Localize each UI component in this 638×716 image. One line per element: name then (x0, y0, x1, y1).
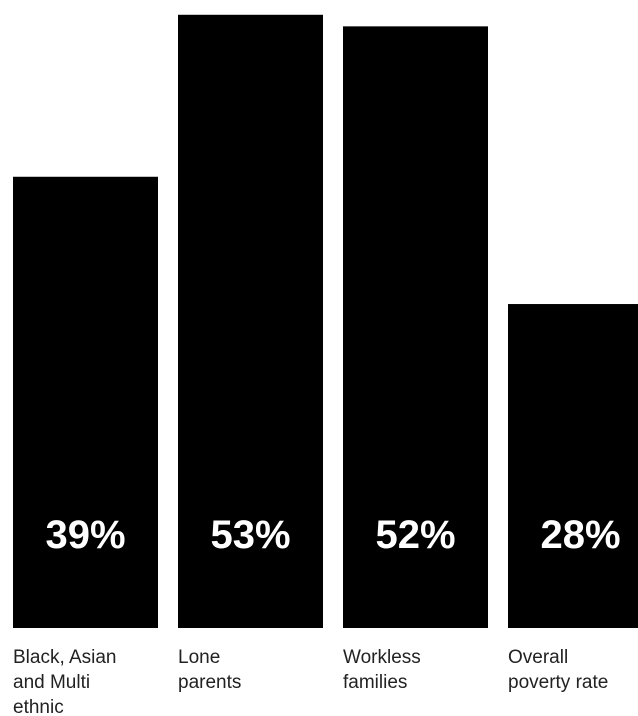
category-label-3: Overall poverty rate (508, 647, 608, 693)
bar-3 (508, 304, 638, 628)
bar-value-label-2: 52% (375, 513, 455, 557)
category-label-line: and Multi (13, 672, 90, 693)
bar-1 (178, 14, 323, 629)
category-label-2: Workless families (343, 647, 421, 693)
category-label-line: parents (178, 672, 241, 693)
category-label-line: Workless (343, 647, 421, 668)
category-label-line: poverty rate (508, 672, 608, 693)
category-label-line: Black, Asian (13, 647, 117, 668)
bar-value-label-3: 28% (540, 513, 620, 557)
category-label-0: Black, Asian and Multi ethnic (13, 647, 117, 716)
bar-value-label-0: 39% (45, 513, 125, 557)
category-label-1: Lone parents (178, 647, 241, 693)
category-label-line: families (343, 672, 407, 693)
bar-2 (343, 26, 488, 628)
bar-value-label-1: 53% (210, 513, 290, 557)
category-label-line: Overall (508, 647, 568, 668)
category-label-line: ethnic (13, 697, 64, 716)
category-label-line: Lone (178, 647, 220, 668)
bar-0 (13, 176, 158, 628)
